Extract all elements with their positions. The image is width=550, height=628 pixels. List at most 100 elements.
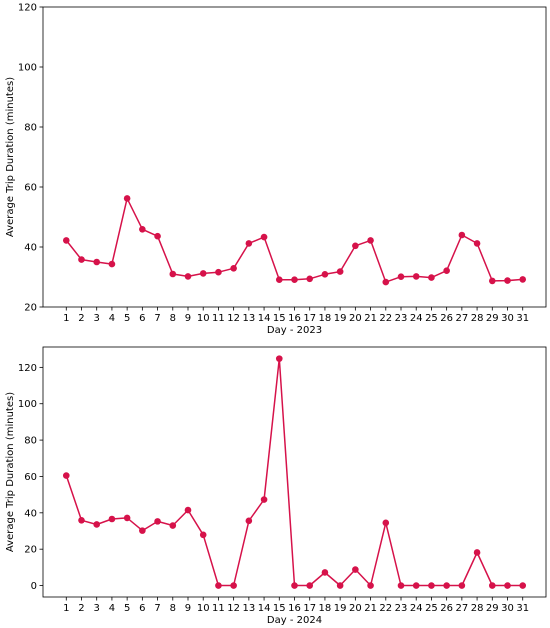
x-tick-label: 20 (349, 603, 362, 614)
x-tick-label: 17 (303, 603, 316, 614)
x-tick-label: 19 (334, 313, 347, 324)
x-tick-label: 4 (109, 313, 115, 324)
x-tick-label: 18 (319, 603, 332, 614)
data-point (367, 237, 374, 244)
data-point (306, 582, 314, 589)
data-point (473, 240, 481, 247)
x-tick-label: 3 (94, 313, 100, 324)
data-point (458, 231, 466, 239)
data-point (184, 506, 192, 514)
x-tick-label: 14 (258, 603, 271, 614)
x-tick-label: 21 (364, 603, 377, 614)
series-line (65, 357, 523, 587)
data-point (78, 256, 85, 263)
data-point (382, 519, 390, 527)
x-tick-label: 7 (154, 603, 160, 614)
data-point (504, 582, 511, 589)
data-point (488, 277, 496, 285)
data-point (230, 582, 237, 589)
y-tick-label: 80 (24, 123, 37, 134)
data-point (123, 514, 131, 522)
data-point (78, 516, 85, 524)
x-tick-label: 1 (63, 603, 69, 614)
x-tick-label: 20 (349, 313, 362, 324)
x-tick-label: 22 (379, 313, 392, 324)
data-point (245, 517, 253, 525)
data-point (260, 233, 268, 241)
x-tick-label: 15 (273, 603, 286, 614)
x-tick-label: 10 (197, 603, 210, 614)
x-tick-label: 22 (379, 603, 392, 614)
data-point (108, 515, 116, 523)
data-point (321, 271, 329, 278)
x-tick-label: 24 (410, 603, 423, 614)
x-tick-label: 8 (170, 603, 176, 614)
data-point (199, 270, 207, 277)
x-tick-label: 29 (486, 313, 499, 324)
x-tick-label: 6 (139, 313, 145, 324)
y-tick-label: 60 (24, 183, 37, 194)
x-tick-label: 31 (516, 313, 529, 324)
data-point (260, 496, 268, 503)
data-point (519, 276, 527, 283)
x-tick-label: 23 (395, 313, 408, 324)
x-tick-label: 13 (242, 603, 255, 614)
data-point (169, 270, 177, 278)
data-point (230, 265, 237, 272)
x-tick-label: 17 (303, 313, 316, 324)
y-tick-label: 20 (24, 545, 37, 556)
data-point (412, 273, 420, 280)
data-point (336, 268, 344, 275)
plot-frame (42, 346, 547, 598)
y-tick-label: 40 (24, 243, 37, 254)
y-tick-label: 60 (24, 472, 37, 483)
data-point (108, 260, 116, 268)
data-point (139, 226, 146, 233)
data-point (336, 582, 344, 589)
data-point (306, 275, 314, 283)
data-point (428, 582, 435, 589)
data-point (184, 273, 192, 280)
data-point (93, 258, 101, 266)
data-point (412, 582, 420, 589)
data-point (519, 582, 527, 589)
plot-frame (42, 6, 547, 308)
x-tick-label: 2 (78, 603, 84, 614)
x-tick-label: 13 (242, 313, 255, 324)
y-tick-label: 120 (18, 363, 37, 374)
x-tick-label: 18 (319, 313, 332, 324)
data-point (473, 549, 481, 556)
x-tick-label: 16 (288, 313, 301, 324)
x-tick-label: 9 (185, 603, 191, 614)
x-tick-label: 14 (258, 313, 271, 324)
x-tick-label: 26 (440, 603, 453, 614)
x-tick-label: 5 (124, 313, 130, 324)
x-tick-label: 31 (516, 603, 529, 614)
x-tick-label: 16 (288, 603, 301, 614)
data-point (62, 472, 70, 479)
x-tick-label: 12 (227, 603, 240, 614)
x-tick-label: 25 (425, 313, 438, 324)
data-point (443, 267, 450, 275)
x-tick-label: 3 (94, 603, 100, 614)
data-point (352, 242, 359, 250)
data-point (397, 582, 405, 589)
data-point (291, 276, 298, 284)
data-point (504, 277, 511, 284)
data-point (291, 582, 298, 589)
data-point (215, 582, 222, 589)
x-axis-title: Day - 2024 (267, 615, 322, 626)
data-point (367, 582, 374, 589)
data-point (245, 240, 253, 247)
y-tick-label: 20 (24, 303, 37, 314)
x-tick-label: 9 (185, 313, 191, 324)
data-point (443, 582, 450, 589)
x-tick-label: 28 (471, 603, 484, 614)
x-tick-label: 25 (425, 603, 438, 614)
data-point (428, 274, 435, 281)
y-tick-label: 100 (18, 63, 37, 74)
x-tick-label: 28 (471, 313, 484, 324)
data-point (397, 273, 405, 281)
